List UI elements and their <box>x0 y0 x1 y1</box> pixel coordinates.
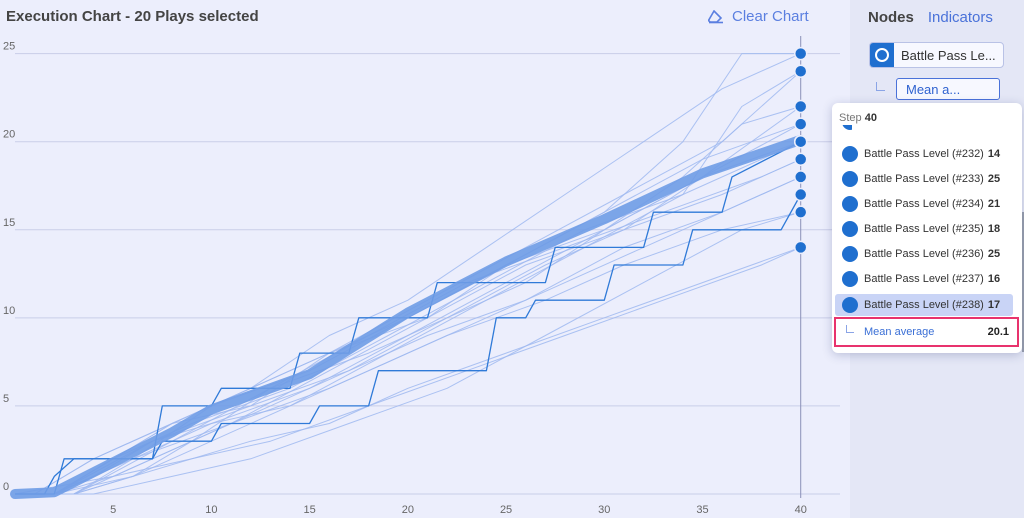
series-dot-icon <box>842 297 858 313</box>
tooltip-row: Battle Pass Level (#236) 25 <box>835 243 1013 265</box>
series-line <box>14 246 801 495</box>
endpoint-dot <box>793 170 808 184</box>
endpoint-dot <box>793 117 808 131</box>
series-dot-icon <box>842 246 858 262</box>
tooltip-row-value: 25 <box>987 173 1001 185</box>
tooltip-row-label: Battle Pass Level (#236) <box>864 248 984 260</box>
series-dot-icon <box>842 271 858 287</box>
tooltip-row-value: 16 <box>987 273 1001 285</box>
x-tick-label: 15 <box>304 504 316 516</box>
tooltip-row: Battle Pass Level (#232) 14 <box>835 143 1013 165</box>
chart-tooltip: Step 40 Battle Pass Level (#232) 14 Batt… <box>832 103 1022 353</box>
tooltip-mean-row: Mean average 20.1 <box>834 317 1019 347</box>
tooltip-row-label: Battle Pass Level (#235) <box>864 223 984 235</box>
y-tick-label: 10 <box>3 305 15 317</box>
execution-line-chart[interactable]: 0 5 10 15 20 25 5 10 15 20 25 30 35 40 <box>0 36 850 518</box>
series-line <box>15 158 801 495</box>
x-tick-label: 5 <box>110 504 116 516</box>
endpoint-dot <box>793 64 808 78</box>
circle-node-icon <box>870 43 894 67</box>
tooltip-row-label: Battle Pass Level (#238) <box>864 299 984 311</box>
x-tick-label: 20 <box>402 504 414 516</box>
tooltip-row-value: 14 <box>987 148 1001 160</box>
series-line <box>15 53 801 495</box>
endpoint-dot <box>793 46 808 61</box>
x-tick-label: 35 <box>696 504 708 516</box>
tab-nodes[interactable]: Nodes <box>868 9 914 26</box>
endpoint-dot <box>793 205 808 219</box>
tooltip-row-value: 25 <box>987 248 1001 260</box>
y-tick-label: 5 <box>3 393 9 405</box>
tooltip-row: Battle Pass Level (#235) 18 <box>835 218 1013 240</box>
tree-branch-icon <box>846 325 854 333</box>
endpoint-dot <box>793 134 808 149</box>
series-line <box>15 53 801 495</box>
endpoint-dot <box>793 187 808 202</box>
mean-average-line <box>10 134 806 499</box>
series-line-highlighted <box>15 141 801 495</box>
endpoint-dot <box>793 99 808 114</box>
x-tick-label: 10 <box>205 504 217 516</box>
series-dot-icon <box>842 146 858 162</box>
series-dot-icon <box>842 221 858 237</box>
tooltip-row: Battle Pass Level (#233) 25 <box>835 168 1013 190</box>
tooltip-mean-value: 20.1 <box>987 326 1009 338</box>
tooltip-step-label: Step <box>839 112 862 124</box>
tooltip-row-value: 21 <box>987 198 1001 210</box>
series-line <box>15 70 801 495</box>
series-dot-icon <box>842 196 858 212</box>
series-line <box>15 158 801 495</box>
tooltip-row-value: 18 <box>987 223 1001 235</box>
node-select[interactable]: Battle Pass Le... <box>869 42 1004 68</box>
scrollbar[interactable] <box>1022 212 1024 352</box>
x-tick-label: 25 <box>500 504 512 516</box>
x-tick-label: 30 <box>598 504 610 516</box>
clear-chart-label: Clear Chart <box>732 8 809 25</box>
y-tick-label: 15 <box>3 217 15 229</box>
series-line <box>15 70 802 495</box>
tooltip-row-selected: Battle Pass Level (#238) 17 <box>835 294 1013 316</box>
y-tick-label: 25 <box>3 41 15 53</box>
y-tick-label: 20 <box>3 129 15 141</box>
tooltip-row-label: Battle Pass Level (#233) <box>864 173 984 185</box>
x-tick-label: 40 <box>795 504 807 516</box>
chart-panel <box>0 0 850 518</box>
tab-indicators[interactable]: Indicators <box>927 9 993 26</box>
tooltip-row-label: Battle Pass Level (#234) <box>864 198 984 210</box>
y-tick-label: 0 <box>3 481 9 493</box>
endpoint-dot <box>793 240 808 255</box>
indicator-select[interactable]: Mean a... <box>896 78 1000 100</box>
endpoint-dot <box>793 152 808 167</box>
tooltip-row: Battle Pass Level (#237) 16 <box>835 268 1013 290</box>
clear-chart-button[interactable]: Clear Chart <box>708 8 809 25</box>
node-select-label: Battle Pass Le... <box>901 47 996 63</box>
tooltip-clipped-row <box>842 125 852 130</box>
tooltip-step-value: 40 <box>864 112 877 124</box>
series-line <box>15 211 801 495</box>
tooltip-row-value: 17 <box>987 299 1001 311</box>
eraser-icon <box>708 9 724 24</box>
tooltip-row: Battle Pass Level (#234) 21 <box>835 193 1013 215</box>
tooltip-mean-label: Mean average <box>864 326 935 338</box>
chart-title: Execution Chart - 20 Plays selected <box>6 8 259 25</box>
tooltip-row-label: Battle Pass Level (#232) <box>864 148 984 160</box>
tree-branch-icon <box>876 82 885 91</box>
series-dot-icon <box>842 171 858 187</box>
tooltip-step: Step 40 <box>839 112 877 124</box>
tooltip-row-label: Battle Pass Level (#237) <box>864 273 984 285</box>
